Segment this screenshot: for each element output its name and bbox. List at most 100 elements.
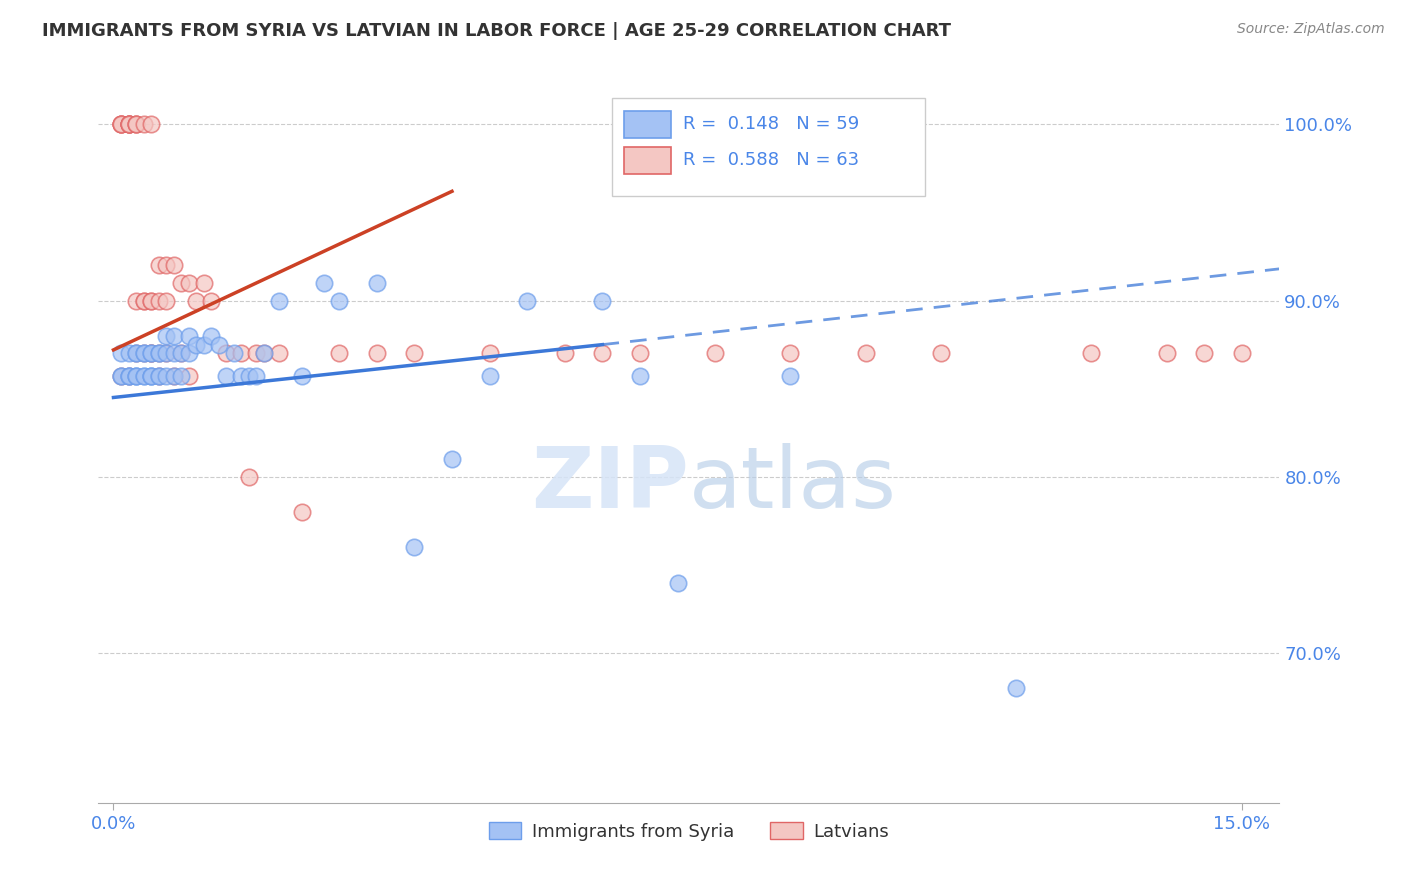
Point — [117, 117, 139, 131]
Point — [215, 346, 238, 360]
Point — [163, 328, 186, 343]
Point — [200, 293, 222, 308]
Point — [200, 328, 222, 343]
Point — [478, 369, 501, 384]
Point — [148, 369, 170, 384]
Point — [110, 117, 132, 131]
Point — [177, 369, 200, 384]
Point — [117, 346, 139, 360]
Point — [177, 346, 200, 360]
Point — [855, 346, 877, 360]
Point — [554, 346, 576, 360]
Point — [125, 369, 148, 384]
Point — [253, 346, 276, 360]
Point — [155, 258, 177, 272]
Point — [125, 346, 148, 360]
Point — [238, 369, 260, 384]
Point — [208, 337, 231, 351]
Point — [132, 346, 155, 360]
FancyBboxPatch shape — [624, 111, 671, 138]
Point — [110, 369, 132, 384]
Point — [290, 505, 312, 519]
Point — [139, 346, 162, 360]
Point — [148, 346, 170, 360]
Point — [139, 346, 162, 360]
Point — [155, 346, 177, 360]
Point — [666, 575, 689, 590]
Point — [366, 346, 388, 360]
Point — [779, 346, 801, 360]
Point — [1230, 346, 1253, 360]
Point — [117, 117, 139, 131]
Point — [155, 369, 177, 384]
Text: ZIP: ZIP — [531, 443, 689, 526]
Point — [139, 369, 162, 384]
Point — [290, 369, 312, 384]
Point — [110, 117, 132, 131]
Text: atlas: atlas — [689, 443, 897, 526]
Point — [704, 346, 727, 360]
Point — [139, 346, 162, 360]
Point — [117, 117, 139, 131]
Point — [238, 470, 260, 484]
Point — [125, 117, 148, 131]
Point — [155, 328, 177, 343]
Point — [1005, 681, 1028, 696]
Point — [366, 276, 388, 290]
Point — [132, 369, 155, 384]
Point — [628, 346, 651, 360]
Point — [253, 346, 276, 360]
Text: IMMIGRANTS FROM SYRIA VS LATVIAN IN LABOR FORCE | AGE 25-29 CORRELATION CHART: IMMIGRANTS FROM SYRIA VS LATVIAN IN LABO… — [42, 22, 952, 40]
Point — [231, 346, 253, 360]
Point — [139, 369, 162, 384]
FancyBboxPatch shape — [612, 98, 925, 196]
Point — [245, 346, 267, 360]
Point — [155, 346, 177, 360]
Point — [163, 369, 186, 384]
Point — [193, 337, 215, 351]
Point — [139, 346, 162, 360]
FancyBboxPatch shape — [624, 147, 671, 174]
Legend: Immigrants from Syria, Latvians: Immigrants from Syria, Latvians — [481, 814, 897, 848]
Point — [117, 117, 139, 131]
Point — [929, 346, 952, 360]
Point — [125, 117, 148, 131]
Point — [1080, 346, 1102, 360]
Point — [148, 258, 170, 272]
Point — [132, 346, 155, 360]
Text: R =  0.588   N = 63: R = 0.588 N = 63 — [683, 152, 859, 169]
Point — [132, 369, 155, 384]
Point — [591, 346, 613, 360]
Point — [267, 346, 290, 360]
Point — [132, 117, 155, 131]
Point — [148, 369, 170, 384]
Point — [148, 293, 170, 308]
Point — [591, 293, 613, 308]
Point — [1192, 346, 1215, 360]
Point — [170, 369, 193, 384]
Point — [117, 369, 139, 384]
Point — [193, 276, 215, 290]
Point — [170, 346, 193, 360]
Point — [125, 346, 148, 360]
Point — [148, 346, 170, 360]
Point — [139, 293, 162, 308]
Point — [148, 346, 170, 360]
Point — [222, 346, 245, 360]
Point — [404, 541, 426, 555]
Point — [125, 369, 148, 384]
Point — [132, 346, 155, 360]
Point — [163, 346, 186, 360]
Point — [516, 293, 538, 308]
Point — [1156, 346, 1178, 360]
Point — [125, 346, 148, 360]
Point — [170, 276, 193, 290]
Text: R =  0.148   N = 59: R = 0.148 N = 59 — [683, 115, 859, 133]
Point — [139, 117, 162, 131]
Point — [779, 369, 801, 384]
Point — [139, 369, 162, 384]
Point — [440, 452, 463, 467]
Point — [110, 369, 132, 384]
Point — [132, 293, 155, 308]
Point — [478, 346, 501, 360]
